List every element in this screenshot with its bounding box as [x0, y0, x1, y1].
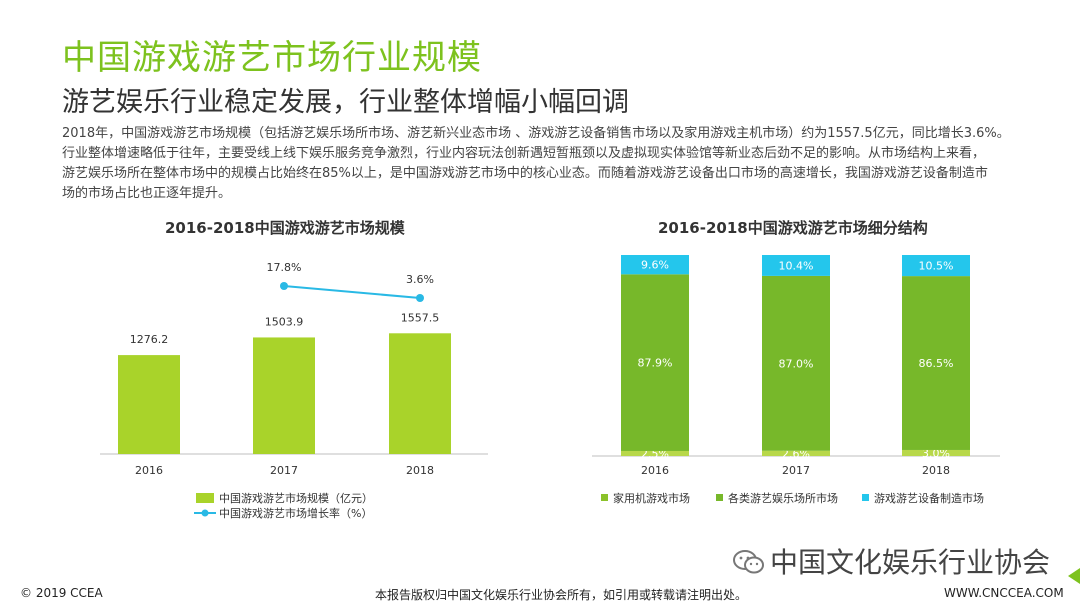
chart-1-x-tick-label: 2016	[135, 464, 163, 477]
chart-2-segment	[902, 276, 970, 450]
chart-2-segment-label: 86.5%	[919, 357, 954, 370]
chart-2-legend-swatch	[862, 494, 869, 501]
chart-2-segment-label: 87.9%	[638, 357, 673, 370]
chart-1-bar	[253, 337, 315, 454]
chart-1-bar-label: 1557.5	[401, 311, 440, 324]
chart-2-segment	[762, 275, 830, 451]
chart-1-growth-label: 3.6%	[406, 273, 434, 286]
wechat-icon	[732, 549, 766, 575]
chart-2-segment-label: 10.5%	[919, 260, 954, 273]
chart-2-segment-label: 87.0%	[779, 357, 814, 370]
chart-2-segment-label: 10.4%	[779, 259, 814, 272]
chart-1-title: 2016-2018中国游戏游艺市场规模	[165, 219, 405, 237]
chart-1-growth-point	[416, 294, 424, 302]
chart-1-legend-label: 中国游戏游艺市场增长率（%）	[219, 506, 372, 520]
chart-2-title: 2016-2018中国游戏游艺市场细分结构	[658, 219, 928, 237]
copyright: © 2019 CCEA	[20, 586, 103, 600]
chart-2-segment-label: 3.0%	[922, 447, 950, 460]
wechat-label: 中国文化娱乐行业协会	[770, 546, 1051, 579]
chart-1-growth-point	[280, 282, 288, 290]
chart-2-x-tick-label: 2017	[782, 464, 810, 477]
chart-1-legend-swatch-bar	[196, 493, 214, 503]
chart-1-bar	[118, 355, 180, 454]
chart-2-x-tick-label: 2016	[641, 464, 669, 477]
chart-1-legend-swatch-point	[201, 509, 209, 517]
chart-2-segment	[762, 255, 830, 276]
chart-2-legend-label: 各类游艺娱乐场所市场	[728, 491, 838, 505]
website: WWW.CNCCEA.COM	[944, 586, 1064, 600]
chart-2-segment	[621, 274, 689, 451]
chart-2-legend-swatch	[601, 494, 608, 501]
chart-1-x-tick-label: 2018	[406, 464, 434, 477]
chart-2-x-tick-label: 2018	[922, 464, 950, 477]
chart-2-legend-label: 家用机游戏市场	[613, 491, 690, 505]
body-line: 游艺娱乐场所在整体市场中的规模占比始终在85%以上，是中国游戏游艺市场中的核心业…	[62, 166, 988, 181]
wechat-watermark: 中国文化娱乐行业协会	[732, 541, 1050, 581]
copyright-notice: 本报告版权归中国文化娱乐行业协会所有，如引用或转载请注明出处。	[375, 588, 748, 602]
page-title: 中国游戏游艺市场行业规模	[62, 38, 482, 78]
body-line: 2018年，中国游戏游艺市场规模（包括游艺娱乐场所市场、游艺新兴业态市场 、游戏…	[62, 126, 1010, 141]
chart-2-legend-swatch	[716, 494, 723, 501]
chart-1-growth-line	[283, 285, 421, 299]
chart-1-growth-label: 17.8%	[267, 261, 302, 274]
slide-corner-arrow-icon	[1068, 568, 1080, 584]
chart-2-segment	[621, 255, 689, 275]
chart-2-segment	[621, 450, 689, 456]
page-subtitle: 游艺娱乐行业稳定发展，行业整体增幅小幅回调	[62, 87, 629, 118]
chart-2-segment	[762, 450, 830, 456]
body-text: 2018年，中国游戏游艺市场规模（包括游艺娱乐场所市场、游艺新兴业态市场 、游戏…	[62, 124, 1062, 204]
chart-1-x-tick-label: 2017	[270, 464, 298, 477]
chart-1-bar-label: 1276.2	[130, 333, 169, 346]
body-line: 行业整体增速略低于往年，主要受线上线下娱乐服务竞争激烈，行业内容玩法创新遇短暂瓶…	[62, 146, 986, 161]
chart-1-bar	[389, 333, 451, 454]
chart-1-bar-label: 1503.9	[265, 315, 304, 328]
chart-2-segment	[902, 255, 970, 277]
chart-2-segment	[902, 449, 970, 456]
chart-2-segment-label: 9.6%	[641, 259, 669, 272]
body-line: 场的市场占比也正逐年提升。	[62, 186, 232, 201]
chart-1-legend-label: 中国游戏游艺市场规模（亿元）	[219, 491, 373, 505]
chart-2-legend-label: 游戏游艺设备制造市场	[874, 491, 984, 505]
